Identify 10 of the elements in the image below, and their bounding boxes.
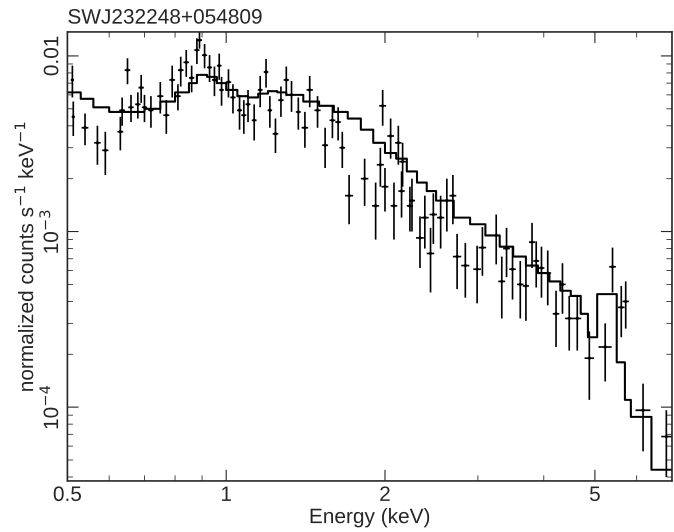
x-tick-label: 2	[380, 486, 390, 501]
x-tick-label: 0.5	[54, 486, 82, 502]
x-tick-label: 5	[590, 486, 600, 502]
y-tick-label: 0.01	[44, 36, 58, 76]
chart-title: SWJ232248+054809	[68, 9, 262, 24]
y-tick-label: 10$^{−3}$	[39, 210, 58, 253]
y-axis-title: normalized counts s$^{−1}$ keV$^{−1}$	[14, 122, 34, 391]
y-tick-label: 10$^{−4}$	[39, 386, 58, 428]
x-tick-label: 1	[222, 486, 231, 501]
x-axis-title: Energy (keV)	[310, 508, 430, 528]
